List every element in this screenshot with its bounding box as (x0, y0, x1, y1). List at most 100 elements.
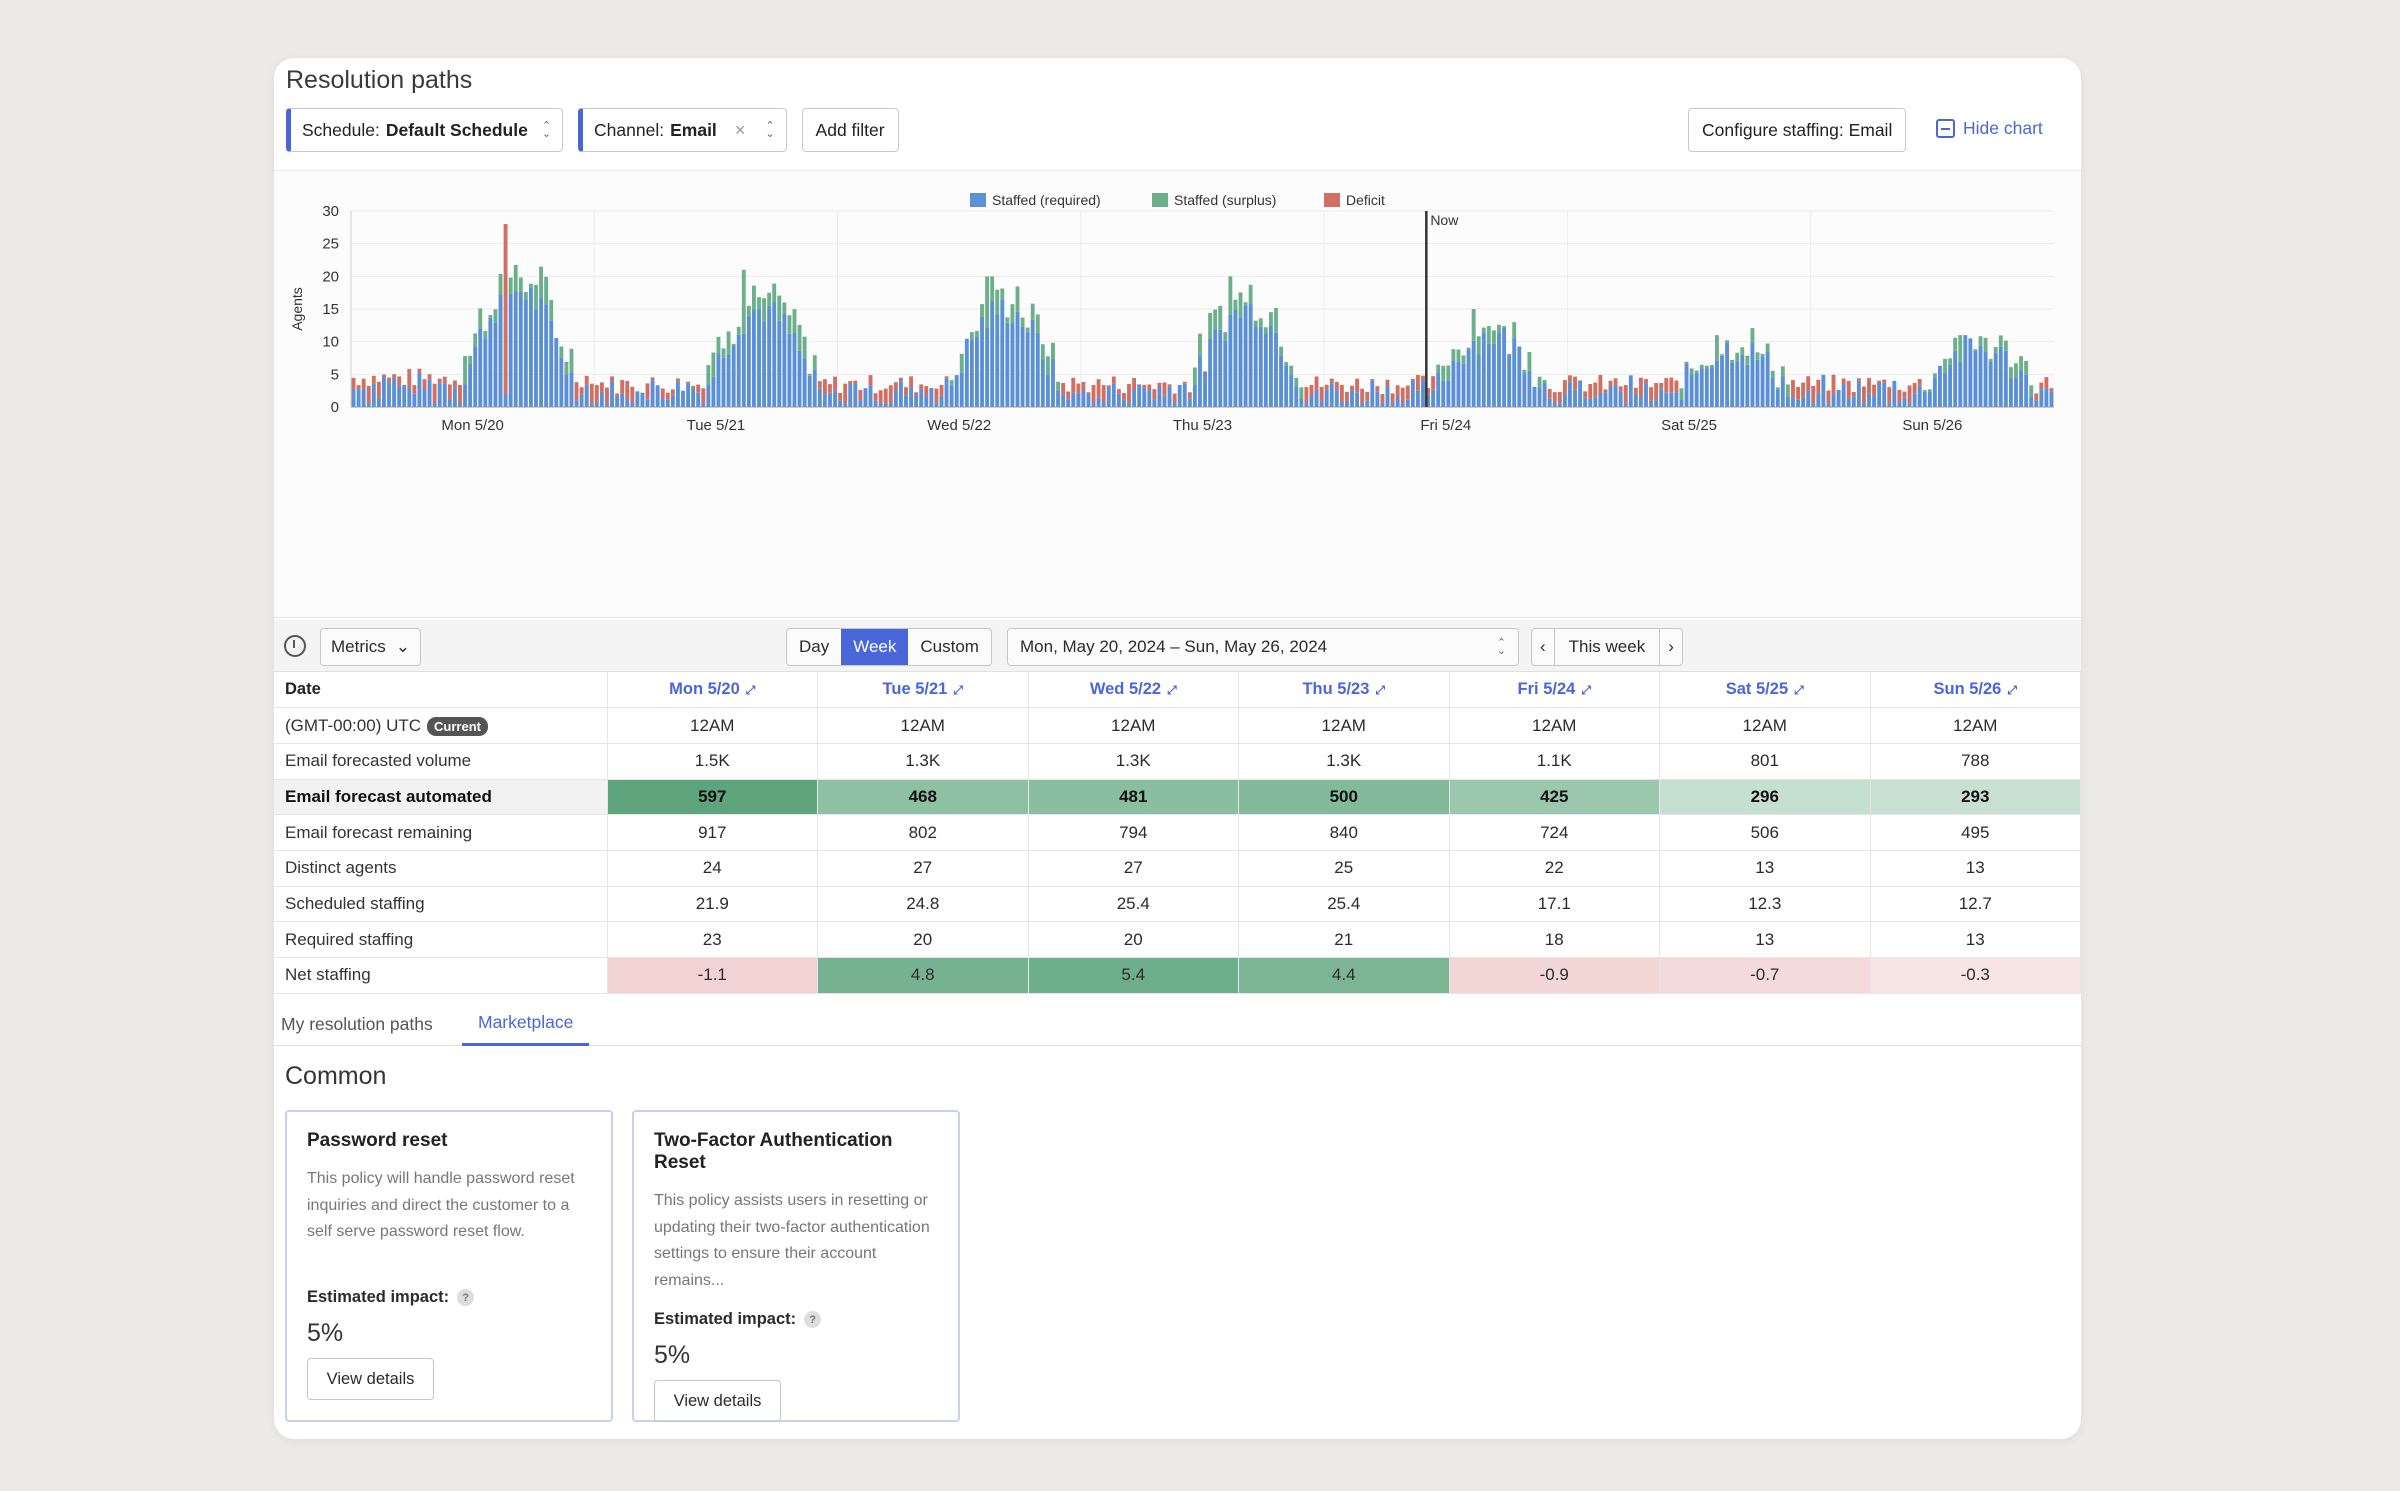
table-row[interactable]: Email forecast automated 597 468 481 500 425 2… (274, 779, 2081, 816)
x-tick-label: Sat 5/25 (1661, 417, 1717, 434)
bar-required (1339, 401, 1344, 407)
bar-required (787, 333, 792, 407)
card-description: This policy assists users in resetting o… (654, 1192, 930, 1289)
time-cell: 12AM (1449, 707, 1660, 744)
bar-required (853, 383, 858, 407)
view-custom-button[interactable]: Custom (920, 637, 979, 656)
bar-deficit (1623, 384, 1628, 404)
table-row[interactable]: Net staffing -1.1 4.8 5.4 4.4 -0.9 -0.7 -0.3 (274, 957, 2081, 994)
view-details-button[interactable]: View details (654, 1380, 781, 1422)
bar-required (1851, 396, 1856, 407)
value-cell: 20 (817, 921, 1029, 958)
table-row[interactable]: Email forecasted volume 1.5K 1.3K 1.3K 1.3K 1… (274, 743, 2081, 780)
bar-required (726, 354, 731, 407)
bar-surplus (959, 353, 964, 373)
bar-deficit (1380, 393, 1385, 403)
bar-required (1867, 393, 1871, 407)
sort-updown-icon: ⌃ ⌄ (1496, 637, 1506, 657)
schedule-filter[interactable]: Schedule: Default Schedule ⌃ ⌄ (286, 108, 564, 152)
table-row[interactable]: Email forecast remaining 917 802 794 840 724 5… (274, 814, 2081, 851)
bar-required (1856, 380, 1861, 407)
view-week-button[interactable]: Week (841, 629, 909, 665)
bar-surplus (1461, 355, 1466, 364)
bar-surplus (802, 336, 807, 359)
bar-required (528, 287, 533, 407)
configure-staffing-button[interactable]: Configure staffing: Email (1688, 108, 1907, 152)
metrics-dropdown[interactable]: Metrics ⌄ (320, 628, 422, 666)
value-cell: 27 (1028, 850, 1239, 887)
bar-deficit (1152, 389, 1157, 400)
bar-deficit (1375, 386, 1380, 392)
bar-required (746, 315, 751, 407)
tab-my-resolution-paths[interactable]: My resolution paths (281, 1013, 433, 1034)
date-range-select[interactable]: Mon, May 20, 2024 – Sun, May 26, 2024 ⌃ ⌄ (1007, 628, 1519, 666)
bar-required (792, 333, 797, 407)
value-cell: 506 (1659, 814, 1871, 851)
page-title: Resolution paths (286, 66, 473, 94)
hide-chart-button[interactable]: Hide chart (1936, 118, 2043, 139)
bar-deficit (605, 387, 609, 404)
value-cell: 1.3K (1238, 743, 1450, 780)
view-day-button[interactable]: Day (799, 637, 830, 656)
day-column-header[interactable]: Wed 5/22 ⤢ (1028, 672, 1239, 709)
bar-required (2003, 350, 2008, 407)
clear-icon[interactable]: × (734, 119, 746, 140)
day-column-header[interactable]: Sun 5/26 ⤢ (1870, 672, 2081, 709)
value-cell: 840 (1238, 814, 1450, 851)
day-column-header[interactable]: Tue 5/21 ⤢ (817, 672, 1029, 709)
add-filter-button[interactable]: Add filter (801, 108, 899, 152)
bar-required (1684, 363, 1689, 407)
help-icon[interactable]: ? (457, 1289, 475, 1306)
bar-required (387, 382, 391, 407)
bar-required (539, 297, 544, 407)
value-cell: 724 (1449, 814, 1660, 851)
bar-required (463, 384, 467, 407)
bar-deficit (1061, 383, 1066, 395)
clock-icon[interactable] (284, 635, 306, 657)
table-row[interactable]: Required staffing 23 20 20 21 18 13 13 (274, 921, 2081, 958)
table-row[interactable]: Distinct agents 24 27 27 25 22 13 13 (274, 850, 2081, 887)
bar-required (1314, 389, 1319, 407)
value-cell: 24.8 (817, 886, 1029, 923)
bar-deficit (1360, 388, 1365, 404)
bar-required (569, 372, 574, 407)
y-tick-label: 10 (322, 334, 339, 351)
bar-required (1309, 395, 1314, 407)
table-row[interactable]: Scheduled staffing 21.9 24.8 25.4 25.4 17.1 12… (274, 886, 2081, 923)
bar-surplus (1208, 313, 1213, 340)
bar-required (944, 378, 949, 407)
channel-filter[interactable]: Channel: Email × ⌃ ⌄ (578, 108, 787, 152)
help-icon[interactable]: ? (804, 1311, 822, 1328)
value-cell: 468 (817, 779, 1029, 816)
bar-required (1836, 389, 1841, 407)
bar-deficit (1613, 378, 1618, 385)
bar-surplus (1512, 322, 1517, 339)
day-column-header[interactable]: Thu 5/23 ⤢ (1238, 672, 1450, 709)
bar-required (817, 388, 822, 407)
bar-required (437, 383, 442, 407)
bar-surplus (513, 264, 518, 292)
bar-required (1051, 358, 1055, 407)
day-column-header[interactable]: Mon 5/20 ⤢ (607, 672, 818, 709)
bar-deficit (1608, 380, 1613, 387)
chevron-down-icon: ⌄ (395, 637, 411, 656)
bar-deficit (696, 384, 701, 393)
bar-surplus (1780, 366, 1785, 377)
day-column-header[interactable]: Sat 5/25 ⤢ (1659, 672, 1871, 709)
bar-deficit (686, 381, 690, 384)
day-column-header[interactable]: Fri 5/24 ⤢ (1449, 672, 1660, 709)
this-week-button[interactable]: This week (1553, 629, 1661, 665)
bar-required (686, 383, 690, 407)
bar-surplus (1025, 327, 1030, 332)
bar-deficit (853, 380, 858, 384)
bar-surplus (1740, 347, 1745, 355)
next-week-button[interactable]: › (1660, 629, 1682, 665)
bar-surplus (473, 333, 478, 347)
prev-week-button[interactable]: ‹ (1532, 629, 1554, 665)
bar-deficit (1167, 384, 1172, 387)
bar-required (1801, 397, 1806, 407)
bar-required (1279, 355, 1283, 407)
view-details-button[interactable]: View details (307, 1358, 434, 1400)
tab-marketplace[interactable]: Marketplace (462, 1002, 590, 1046)
bar-required (822, 394, 827, 407)
